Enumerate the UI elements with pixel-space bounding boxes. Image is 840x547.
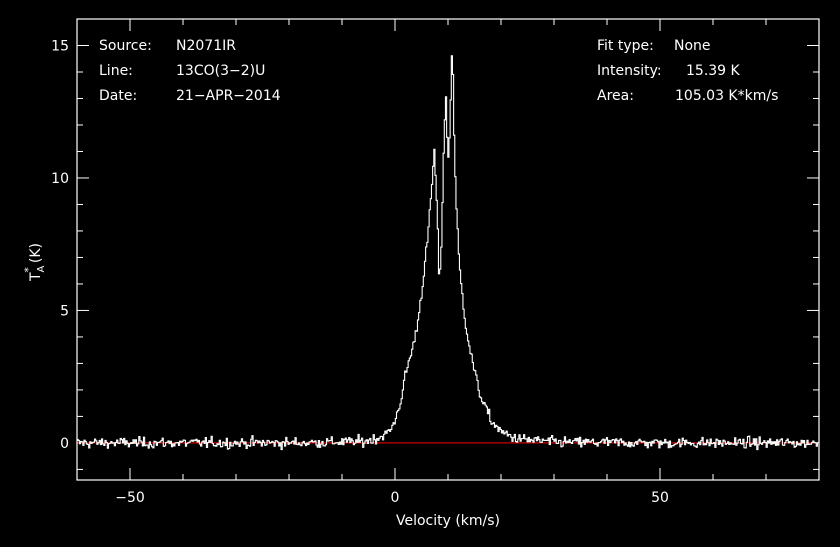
area-value: 105.03 K*km/s xyxy=(675,88,778,104)
date-value: 21−APR−2014 xyxy=(176,88,281,104)
area-label: Area: xyxy=(597,88,634,104)
y-axis-label-unit: (K) xyxy=(28,243,44,263)
date-label: Date: xyxy=(99,88,137,104)
intensity-value: 15.39 K xyxy=(686,63,741,79)
info-right: Fit type: None Intensity: 15.39 K Area: … xyxy=(597,38,778,104)
fit-type-value: None xyxy=(674,38,711,54)
y-axis-label-main: T xyxy=(28,272,44,282)
x-tick-label: −50 xyxy=(115,490,145,506)
source-value: N2071IR xyxy=(176,38,236,54)
y-axis-label-sup: * xyxy=(22,267,35,273)
axis-ticks xyxy=(76,18,820,480)
y-axis-label: TA* (K) xyxy=(22,243,47,282)
plot-frame xyxy=(76,18,820,481)
intensity-label: Intensity: xyxy=(597,63,662,79)
y-tick-label: 5 xyxy=(60,303,69,319)
y-tick-label: 10 xyxy=(51,171,69,187)
x-axis-label: Velocity (km/s) xyxy=(396,513,500,529)
source-label: Source: xyxy=(99,38,152,54)
y-tick-label: 0 xyxy=(60,436,69,452)
svg-text:TA*(K): TA* (K) xyxy=(22,243,47,282)
spectrum-line xyxy=(77,55,820,451)
line-label: Line: xyxy=(99,63,133,79)
tick-labels: −50 0 50 0 5 10 15 xyxy=(51,38,669,506)
x-tick-label: 0 xyxy=(391,490,400,506)
info-left: Source: N2071IR Line: 13CO(3−2)U Date: 2… xyxy=(99,38,281,104)
x-tick-label: 50 xyxy=(651,490,669,506)
line-value: 13CO(3−2)U xyxy=(176,63,265,79)
y-tick-label: 15 xyxy=(51,38,69,54)
fit-type-label: Fit type: xyxy=(597,38,654,54)
y-axis-label-sub: A xyxy=(36,265,47,272)
